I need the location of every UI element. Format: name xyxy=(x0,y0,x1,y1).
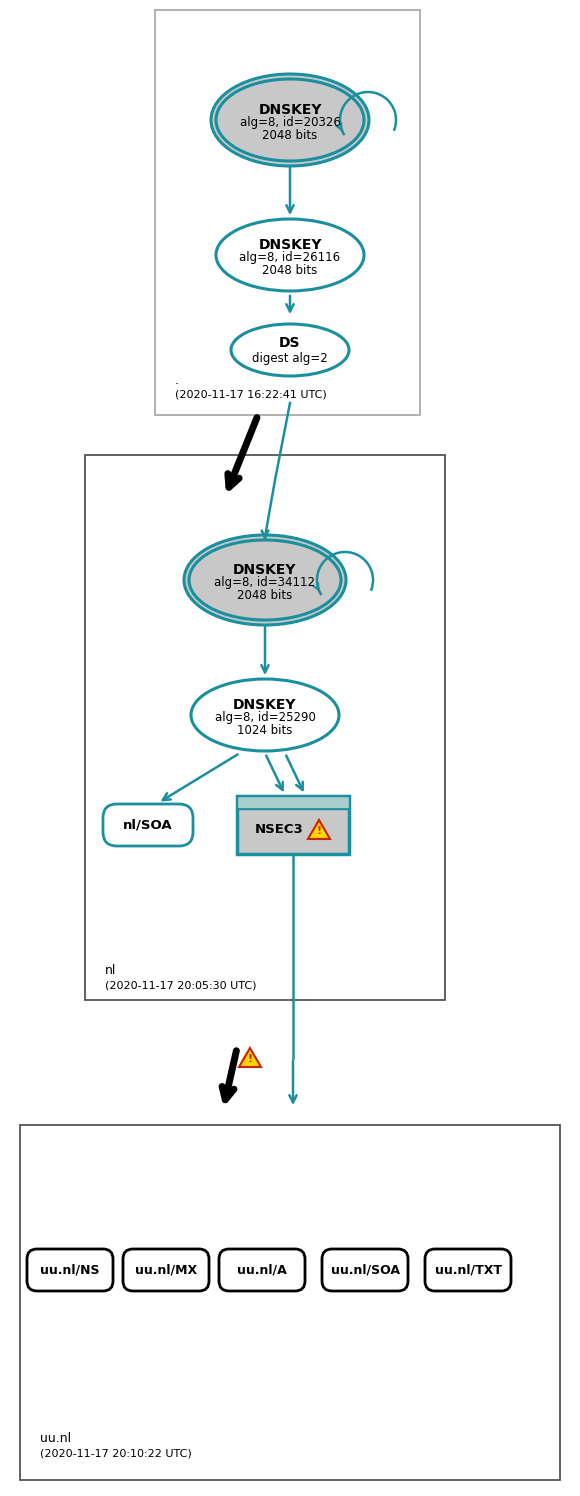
FancyBboxPatch shape xyxy=(425,1249,511,1291)
Text: DS: DS xyxy=(279,337,301,350)
Ellipse shape xyxy=(189,540,341,619)
Text: uu.nl/SOA: uu.nl/SOA xyxy=(331,1264,400,1276)
Text: nl: nl xyxy=(105,963,117,977)
FancyBboxPatch shape xyxy=(103,803,193,847)
Text: uu.nl/MX: uu.nl/MX xyxy=(135,1264,197,1276)
FancyBboxPatch shape xyxy=(322,1249,408,1291)
Text: (2020-11-17 16:22:41 UTC): (2020-11-17 16:22:41 UTC) xyxy=(175,389,327,399)
Text: nl/SOA: nl/SOA xyxy=(123,818,173,832)
Bar xyxy=(237,796,349,809)
Text: alg=8, id=34112: alg=8, id=34112 xyxy=(215,576,316,588)
Text: alg=8, id=26116: alg=8, id=26116 xyxy=(240,250,340,263)
FancyBboxPatch shape xyxy=(27,1249,113,1291)
Text: DNSKEY: DNSKEY xyxy=(233,562,297,577)
Ellipse shape xyxy=(216,218,364,292)
Bar xyxy=(237,796,349,854)
Text: uu.nl/NS: uu.nl/NS xyxy=(40,1264,100,1276)
Bar xyxy=(155,10,420,414)
Text: uu.nl: uu.nl xyxy=(40,1432,71,1445)
Text: digest alg=2: digest alg=2 xyxy=(252,352,328,365)
Text: 2048 bits: 2048 bits xyxy=(262,263,318,277)
Text: uu.nl/TXT: uu.nl/TXT xyxy=(434,1264,502,1276)
Polygon shape xyxy=(308,820,330,839)
Text: 1024 bits: 1024 bits xyxy=(237,724,293,736)
Bar xyxy=(85,455,445,999)
Ellipse shape xyxy=(231,325,349,375)
Text: uu.nl/A: uu.nl/A xyxy=(237,1264,287,1276)
Bar xyxy=(20,1125,560,1480)
Ellipse shape xyxy=(211,73,369,166)
Text: alg=8, id=25290: alg=8, id=25290 xyxy=(215,711,316,724)
Text: DNSKEY: DNSKEY xyxy=(258,238,322,251)
Ellipse shape xyxy=(184,536,346,625)
Text: !: ! xyxy=(317,826,321,836)
Text: DNSKEY: DNSKEY xyxy=(258,103,322,117)
Text: 2048 bits: 2048 bits xyxy=(237,588,293,601)
Ellipse shape xyxy=(191,679,339,751)
Text: alg=8, id=20326: alg=8, id=20326 xyxy=(240,115,340,129)
Text: (2020-11-17 20:05:30 UTC): (2020-11-17 20:05:30 UTC) xyxy=(105,981,256,990)
Text: (2020-11-17 20:10:22 UTC): (2020-11-17 20:10:22 UTC) xyxy=(40,1450,192,1459)
Ellipse shape xyxy=(216,79,364,162)
Text: NSEC3: NSEC3 xyxy=(255,823,303,835)
Text: !: ! xyxy=(248,1055,252,1064)
FancyBboxPatch shape xyxy=(219,1249,305,1291)
FancyBboxPatch shape xyxy=(123,1249,209,1291)
Text: DNSKEY: DNSKEY xyxy=(233,699,297,712)
Text: .: . xyxy=(175,374,179,386)
Text: 2048 bits: 2048 bits xyxy=(262,129,318,142)
Polygon shape xyxy=(239,1049,261,1067)
